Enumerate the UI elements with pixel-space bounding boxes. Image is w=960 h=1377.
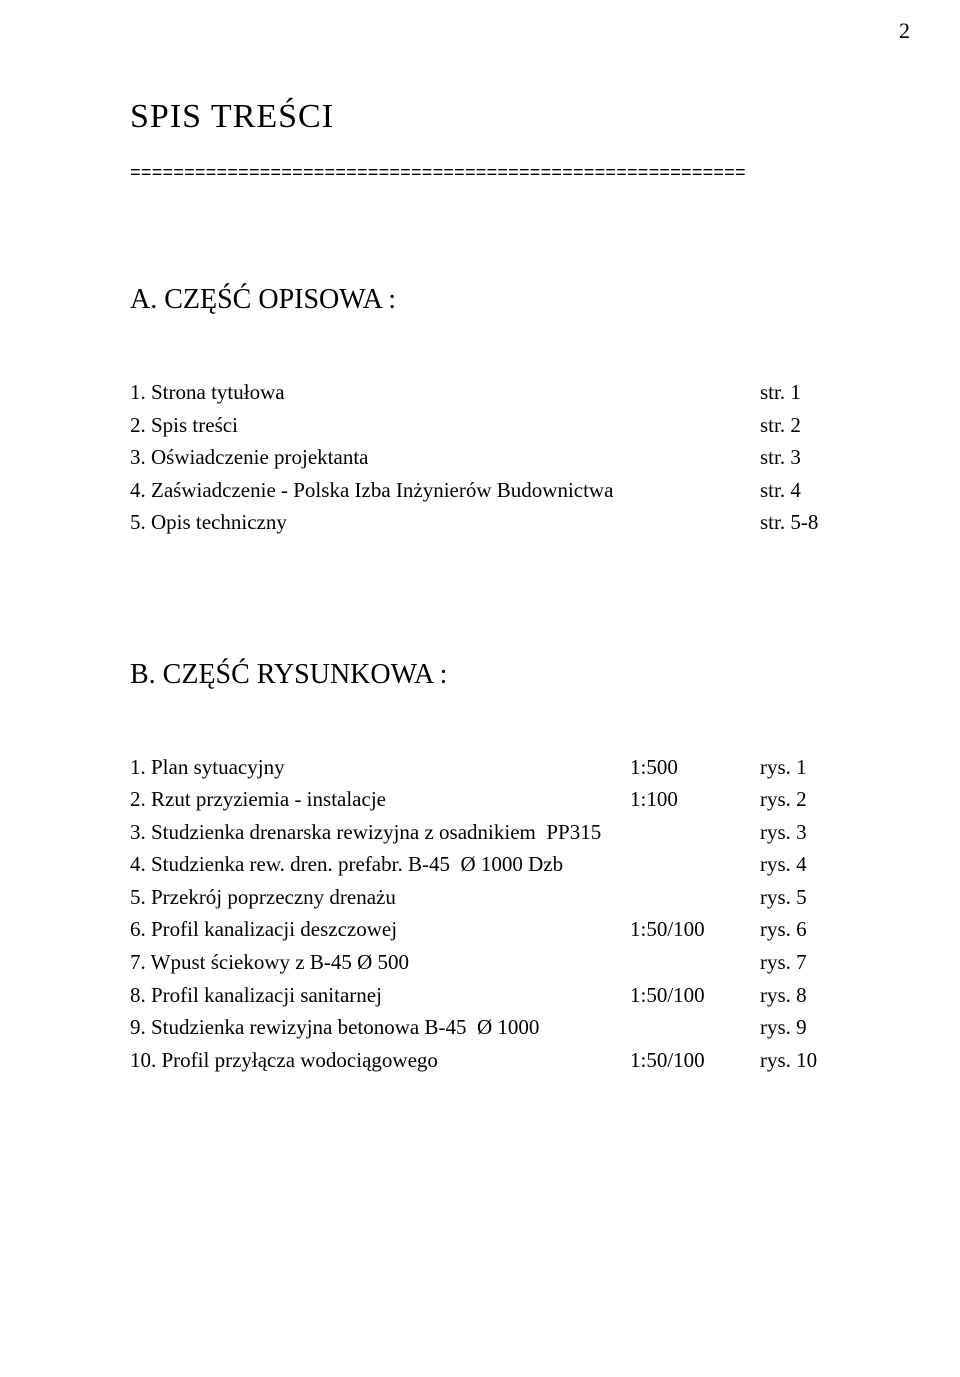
- toc-row: 9. Studzienka rewizyjna betonowa B-45 Ø …: [130, 1011, 850, 1044]
- toc-scale: 1:100: [630, 783, 760, 816]
- section-b-list: 1. Plan sytuacyjny 1:500 rys. 1 2. Rzut …: [130, 751, 850, 1076]
- toc-page: rys. 10: [760, 1044, 850, 1077]
- toc-row: 1. Strona tytułowa str. 1: [130, 376, 850, 409]
- toc-row: 5. Opis techniczny str. 5-8: [130, 506, 850, 539]
- toc-page: rys. 3: [760, 816, 850, 849]
- toc-page: rys. 1: [760, 751, 850, 784]
- toc-label: 2. Rzut przyziemia - instalacje: [130, 783, 630, 816]
- toc-page: rys. 5: [760, 881, 850, 914]
- toc-row: 2. Spis treści str. 2: [130, 409, 850, 442]
- toc-label: 1. Plan sytuacyjny: [130, 751, 630, 784]
- toc-scale: 1:50/100: [630, 1044, 760, 1077]
- toc-page: str. 5-8: [760, 506, 850, 539]
- page-number: 2: [899, 18, 910, 44]
- toc-label: 10. Profil przyłącza wodociągowego: [130, 1044, 630, 1077]
- toc-row: 4. Studzienka rew. dren. prefabr. B-45 Ø…: [130, 848, 850, 881]
- toc-page: rys. 8: [760, 979, 850, 1012]
- toc-label: 4. Zaświadczenie - Polska Izba Inżynieró…: [130, 474, 630, 507]
- toc-page: rys. 6: [760, 913, 850, 946]
- toc-row: 3. Oświadczenie projektanta str. 3: [130, 441, 850, 474]
- toc-row: 4. Zaświadczenie - Polska Izba Inżynieró…: [130, 474, 850, 507]
- document-title: SPIS TREŚCI: [130, 98, 850, 136]
- toc-scale: 1:500: [630, 751, 760, 784]
- toc-page: str. 3: [760, 441, 850, 474]
- toc-label: 6. Profil kanalizacji deszczowej: [130, 913, 630, 946]
- title-divider: ========================================…: [130, 164, 850, 184]
- toc-row: 10. Profil przyłącza wodociągowego 1:50/…: [130, 1044, 850, 1077]
- toc-label: 8. Profil kanalizacji sanitarnej: [130, 979, 630, 1012]
- toc-row: 1. Plan sytuacyjny 1:500 rys. 1: [130, 751, 850, 784]
- toc-label: 5. Przekrój poprzeczny drenażu: [130, 881, 630, 914]
- toc-label: 9. Studzienka rewizyjna betonowa B-45 Ø …: [130, 1011, 630, 1044]
- section-b-title: B. CZĘŚĆ RYSUNKOWA :: [130, 659, 850, 691]
- section-a-list: 1. Strona tytułowa str. 1 2. Spis treści…: [130, 376, 850, 539]
- toc-row: 3. Studzienka drenarska rewizyjna z osad…: [130, 816, 850, 849]
- toc-row: 7. Wpust ściekowy z B-45 Ø 500 rys. 7: [130, 946, 850, 979]
- toc-row: 8. Profil kanalizacji sanitarnej 1:50/10…: [130, 979, 850, 1012]
- toc-row: 6. Profil kanalizacji deszczowej 1:50/10…: [130, 913, 850, 946]
- toc-label: 7. Wpust ściekowy z B-45 Ø 500: [130, 946, 630, 979]
- toc-page: rys. 7: [760, 946, 850, 979]
- toc-page: str. 2: [760, 409, 850, 442]
- toc-page: str. 4: [760, 474, 850, 507]
- toc-page: rys. 2: [760, 783, 850, 816]
- toc-label: 1. Strona tytułowa: [130, 376, 630, 409]
- toc-scale: 1:50/100: [630, 979, 760, 1012]
- toc-label: 3. Oświadczenie projektanta: [130, 441, 630, 474]
- toc-label: 2. Spis treści: [130, 409, 630, 442]
- document-page: 2 SPIS TREŚCI ==========================…: [0, 0, 960, 1377]
- toc-scale: 1:50/100: [630, 913, 760, 946]
- toc-page: str. 1: [760, 376, 850, 409]
- section-a-title: A. CZĘŚĆ OPISOWA :: [130, 284, 850, 316]
- toc-label: 3. Studzienka drenarska rewizyjna z osad…: [130, 816, 630, 849]
- toc-page: rys. 9: [760, 1011, 850, 1044]
- toc-row: 5. Przekrój poprzeczny drenażu rys. 5: [130, 881, 850, 914]
- toc-row: 2. Rzut przyziemia - instalacje 1:100 ry…: [130, 783, 850, 816]
- toc-label: 5. Opis techniczny: [130, 506, 630, 539]
- toc-label: 4. Studzienka rew. dren. prefabr. B-45 Ø…: [130, 848, 630, 881]
- section-gap: [130, 539, 850, 659]
- toc-page: rys. 4: [760, 848, 850, 881]
